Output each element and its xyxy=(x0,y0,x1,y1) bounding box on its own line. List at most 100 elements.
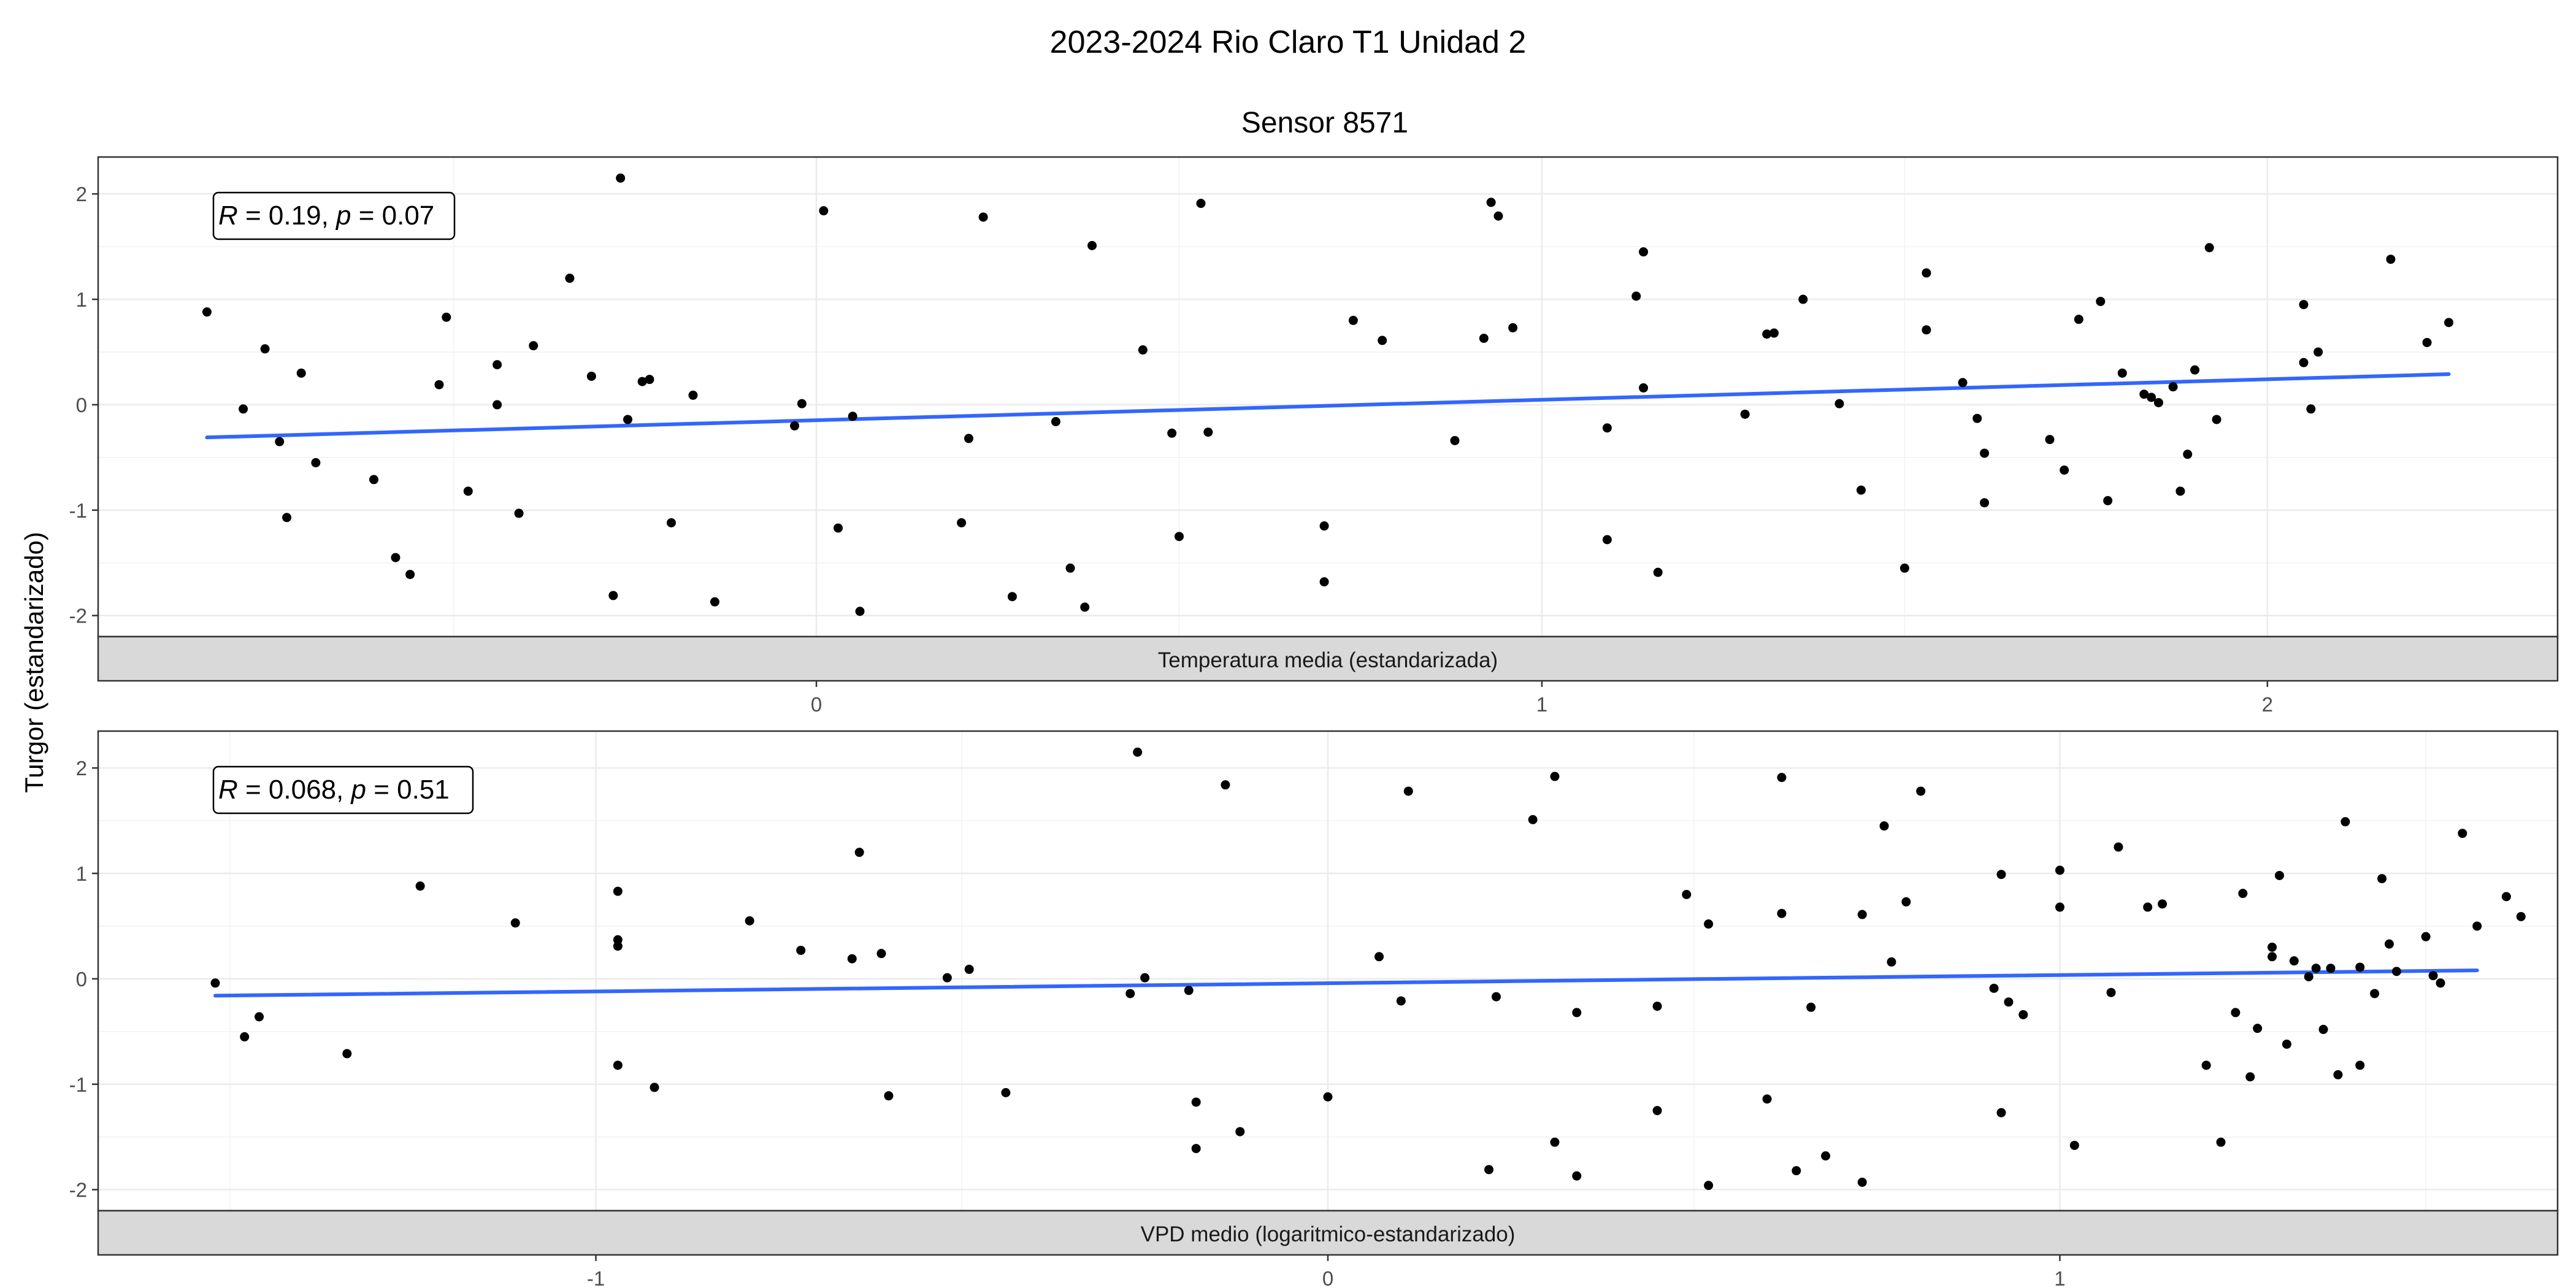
data-point xyxy=(613,1060,623,1070)
data-point xyxy=(2168,382,2178,392)
data-point xyxy=(2355,962,2365,972)
annotation-r-label: R xyxy=(218,201,238,231)
data-point xyxy=(1484,1165,1494,1175)
data-point xyxy=(2340,817,2350,827)
data-point xyxy=(1958,378,1968,388)
data-point xyxy=(2216,1137,2226,1147)
data-point xyxy=(260,344,270,354)
data-point xyxy=(493,360,502,370)
annotation-p-label: p xyxy=(350,775,366,805)
data-point xyxy=(1777,908,1787,918)
data-point xyxy=(1550,772,1560,781)
data-point xyxy=(2158,899,2168,909)
data-point xyxy=(1806,1002,1816,1012)
data-point xyxy=(2018,1010,2028,1019)
data-point xyxy=(1319,521,1329,531)
data-point xyxy=(1087,240,1097,250)
data-point xyxy=(964,964,974,974)
data-point xyxy=(650,1083,659,1092)
data-point xyxy=(1007,592,1017,602)
data-point xyxy=(1857,1178,1867,1187)
data-point xyxy=(2045,435,2055,445)
data-point xyxy=(1191,1144,1201,1154)
data-point xyxy=(2060,465,2069,475)
data-point xyxy=(1980,448,1990,458)
data-point xyxy=(2190,365,2200,375)
data-point xyxy=(2385,939,2394,949)
data-point xyxy=(666,518,676,527)
data-point xyxy=(1639,247,1649,257)
data-point xyxy=(510,918,520,928)
data-point xyxy=(1792,1166,1801,1176)
x-axis-label: Temperatura media (estandarizada) xyxy=(1158,648,1498,672)
data-point xyxy=(2444,318,2454,328)
data-point xyxy=(1572,1008,1582,1018)
data-point xyxy=(1652,1002,1662,1011)
data-point xyxy=(1899,563,1909,573)
data-point xyxy=(1348,315,1358,325)
strip-background xyxy=(97,635,2559,682)
data-point xyxy=(613,941,623,951)
data-point xyxy=(1916,786,1926,796)
data-point xyxy=(1479,334,1489,343)
data-point xyxy=(2238,889,2248,899)
data-point xyxy=(1175,532,1184,542)
data-point xyxy=(1922,325,1931,335)
data-point xyxy=(202,307,212,317)
y-axis-ticks: -2 -1 0 1 2 xyxy=(69,757,98,1202)
x-tick-label: -1 xyxy=(587,1267,605,1288)
x-tick-label: 0 xyxy=(1322,1267,1333,1288)
annotation-box xyxy=(212,191,456,240)
data-point xyxy=(1682,889,1692,899)
data-point xyxy=(493,400,502,410)
strip-background xyxy=(97,1209,2559,1256)
data-point xyxy=(2311,964,2321,973)
data-point xyxy=(1996,870,2006,880)
data-point xyxy=(978,212,988,222)
data-point xyxy=(2304,972,2313,981)
data-point xyxy=(2306,404,2316,414)
y-tick-label: 1 xyxy=(76,288,87,311)
data-point xyxy=(1980,498,1990,508)
data-point xyxy=(1777,773,1787,783)
data-point xyxy=(1140,973,1150,983)
data-point xyxy=(2055,865,2064,875)
data-point xyxy=(1652,1106,1662,1116)
data-point xyxy=(2472,921,2482,931)
data-point xyxy=(2282,1039,2291,1049)
data-point xyxy=(710,597,719,607)
data-point xyxy=(1762,1094,1772,1104)
data-point xyxy=(1602,535,1612,545)
x-axis-label: VPD medio (logaritmico-estandarizado) xyxy=(1141,1222,1516,1246)
data-point xyxy=(623,415,633,424)
data-point xyxy=(2313,347,2323,357)
data-point xyxy=(1491,992,1501,1002)
data-point xyxy=(848,412,857,421)
data-point xyxy=(2074,315,2083,324)
data-point xyxy=(2245,1072,2255,1082)
x-axis-ticks: -1 0 1 xyxy=(587,1255,2066,1288)
data-point xyxy=(1821,1151,1831,1161)
data-point xyxy=(529,341,539,351)
data-point xyxy=(1196,199,1206,209)
data-point xyxy=(1857,910,1867,919)
trend-line xyxy=(213,968,2479,998)
data-point xyxy=(2516,911,2526,921)
data-point xyxy=(2299,300,2309,310)
annotation-r-value: = 0.19, xyxy=(238,201,336,231)
data-point xyxy=(2004,997,2014,1007)
data-point xyxy=(790,421,800,431)
data-point xyxy=(2436,978,2445,988)
data-point xyxy=(1191,1097,1201,1107)
y-tick-label: -2 xyxy=(69,1179,87,1202)
data-point xyxy=(586,371,596,381)
data-point xyxy=(1138,345,1148,355)
data-point xyxy=(2069,1140,2079,1150)
data-point xyxy=(884,1091,894,1101)
data-point xyxy=(2103,496,2113,505)
data-point xyxy=(1184,986,1194,995)
data-point xyxy=(1834,399,1844,408)
data-point xyxy=(1550,1137,1560,1147)
data-point xyxy=(565,274,575,283)
